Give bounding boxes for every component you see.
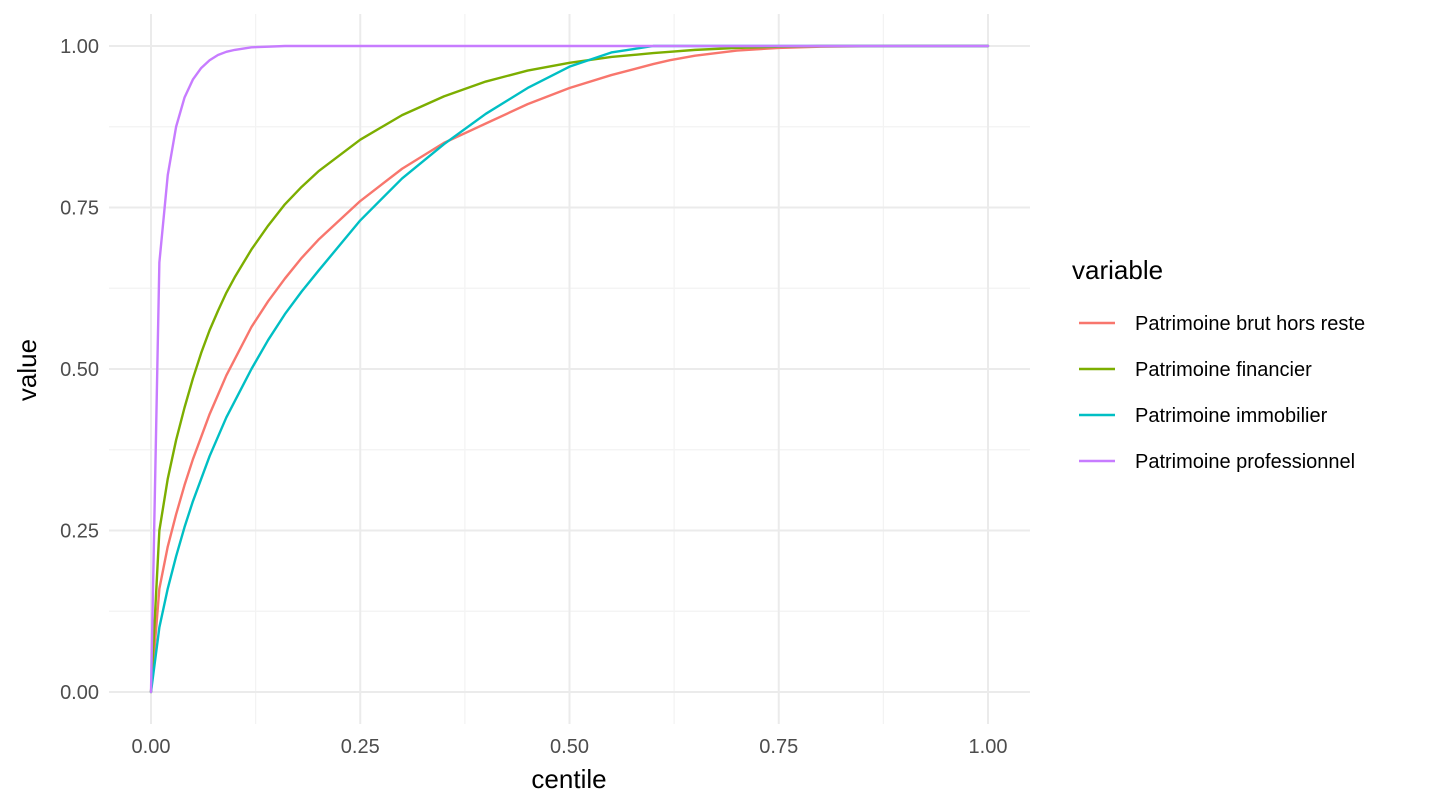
y-tick-label: 0.25 xyxy=(60,521,99,543)
legend: variable Patrimoine brut hors reste Patri… xyxy=(1072,255,1365,473)
y-tick-label: 1.00 xyxy=(60,36,99,58)
legend-label: Patrimoine financier xyxy=(1135,359,1312,381)
x-tick-label: 0.25 xyxy=(341,736,380,758)
y-axis-title: value xyxy=(12,339,42,401)
series-line xyxy=(149,44,990,694)
grid xyxy=(109,14,1030,724)
y-tick-label: 0.50 xyxy=(60,359,99,381)
x-axis-ticks: 0.00 0.25 0.50 0.75 1.00 xyxy=(132,736,1008,758)
legend-label: Patrimoine immobilier xyxy=(1135,405,1328,427)
y-tick-label: 0.75 xyxy=(60,198,99,220)
x-tick-label: 0.75 xyxy=(759,736,798,758)
x-tick-label: 0.50 xyxy=(550,736,589,758)
legend-title: variable xyxy=(1072,255,1163,285)
x-axis-title: centile xyxy=(531,764,606,794)
y-axis-ticks: 0.00 0.25 0.50 0.75 1.00 xyxy=(60,36,99,704)
y-tick-label: 0.00 xyxy=(60,682,99,704)
series-line xyxy=(149,44,990,694)
series-line xyxy=(149,44,990,694)
series-lines xyxy=(149,44,990,694)
legend-label: Patrimoine brut hors reste xyxy=(1135,313,1365,335)
x-tick-label: 0.00 xyxy=(132,736,171,758)
x-tick-label: 1.00 xyxy=(969,736,1008,758)
legend-label: Patrimoine professionnel xyxy=(1135,451,1355,473)
